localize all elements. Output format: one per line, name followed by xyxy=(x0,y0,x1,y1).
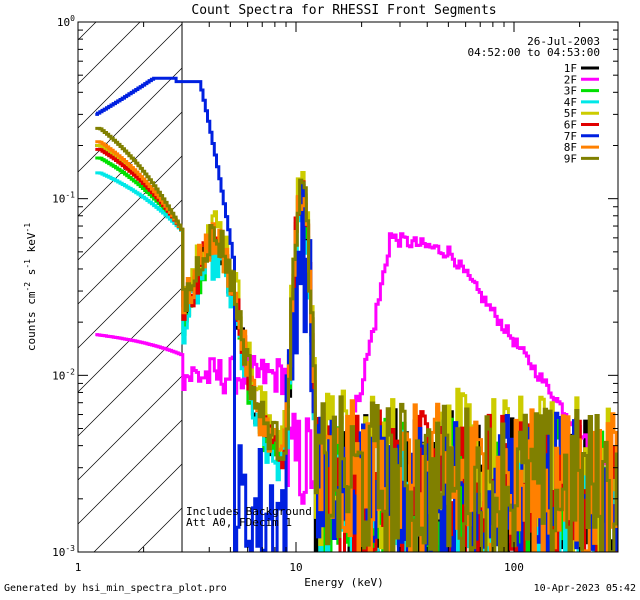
hatch-line xyxy=(78,22,97,41)
y-axis-label: counts cm-2 s-1 keV-1 xyxy=(23,223,38,351)
y-tick-label: 10-3 xyxy=(52,544,75,559)
y-tick-label: 100 xyxy=(57,14,75,29)
hatch-line xyxy=(78,155,183,261)
hatch-line xyxy=(78,419,183,525)
spectra-series xyxy=(95,76,618,552)
hatch-line xyxy=(0,22,8,552)
legend-label-1F: 1F xyxy=(564,62,577,75)
axis-ticks xyxy=(77,21,619,553)
legend-label-9F: 9F xyxy=(564,152,577,165)
legend-label-5F: 5F xyxy=(564,107,577,120)
annotation-background: Includes Background xyxy=(186,505,312,518)
legend-label-3F: 3F xyxy=(564,85,577,98)
legend-label-2F: 2F xyxy=(564,73,577,86)
x-tick-label: 100 xyxy=(504,561,524,574)
legend-label-8F: 8F xyxy=(564,141,577,154)
annotation-attenuator: Att A0, FDecim 1 xyxy=(186,516,292,529)
date-label: 26-Jul-2003 xyxy=(527,35,600,48)
y-tick-labels: 10-3 10-2 10-1 100 xyxy=(52,14,75,559)
footer-generated-by: Generated by hsi_min_spectra_plot.pro xyxy=(4,583,227,594)
hatch-line xyxy=(78,67,183,173)
legend-label-7F: 7F xyxy=(564,130,577,143)
legend-label-4F: 4F xyxy=(564,96,577,109)
plot-frame xyxy=(77,21,619,553)
series-line-2F xyxy=(95,232,618,509)
x-tick-labels: 1 10 100 xyxy=(75,561,524,574)
hatch-line xyxy=(78,23,183,129)
hatch-line xyxy=(78,243,183,349)
y-tick-label: 10-1 xyxy=(52,191,75,206)
footer-timestamp: 10-Apr-2023 05:42 xyxy=(533,583,636,594)
hatch-line xyxy=(78,199,183,305)
hatch-line xyxy=(78,375,183,481)
series-line-9F xyxy=(95,126,618,552)
series-line-8F xyxy=(95,140,618,552)
chart-title: Count Spectra for RHESSI Front Segments xyxy=(191,3,496,18)
time-range-label: 04:52:00 to 04:53:00 xyxy=(468,46,600,59)
y-tick-label: 10-2 xyxy=(52,367,75,382)
x-tick-label: 10 xyxy=(289,561,302,574)
legend-label-6F: 6F xyxy=(564,119,577,132)
hatch-lines xyxy=(0,22,183,552)
x-tick-label: 1 xyxy=(75,561,82,574)
x-axis-label: Energy (keV) xyxy=(304,576,383,589)
